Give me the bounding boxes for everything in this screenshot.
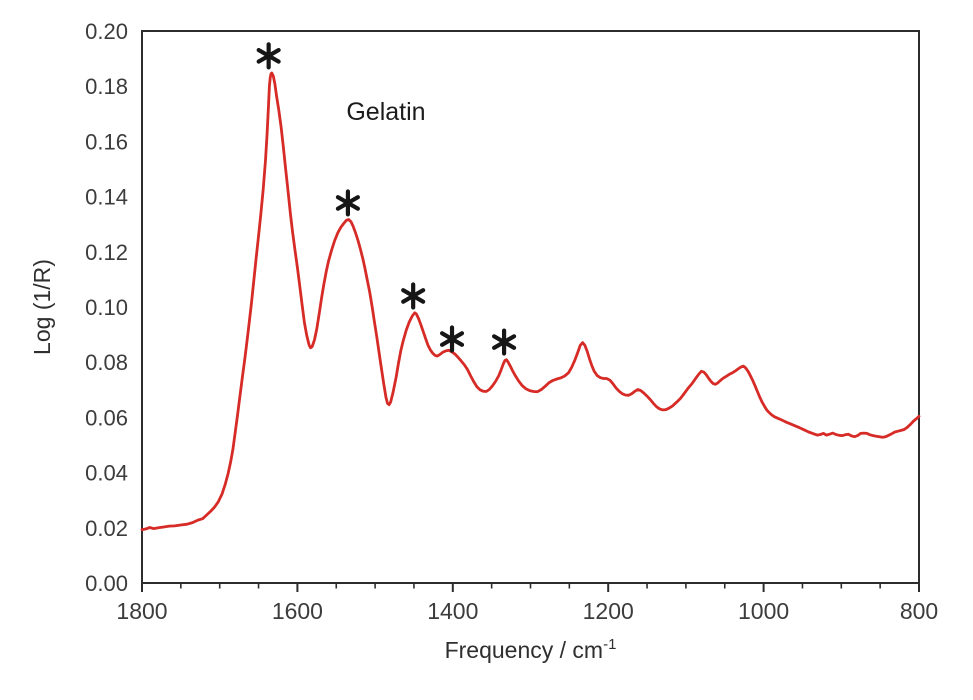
x-axis-tick-labels: 1800 1600 1400 1200 1000 800 (116, 598, 938, 624)
y-tick-label: 0.10 (85, 295, 128, 320)
x-tick-label: 800 (900, 598, 938, 624)
series-label: Gelatin (346, 98, 425, 126)
peak-asterisk-marker (335, 195, 360, 211)
y-tick-label: 0.06 (85, 405, 128, 430)
x-tick-label: 1400 (427, 598, 478, 624)
peak-asterisk-marker (401, 288, 426, 304)
y-tick-label: 0.04 (85, 461, 128, 486)
x-tick-label: 1600 (272, 598, 323, 624)
peak-markers (256, 42, 517, 356)
y-axis-tick-labels: 0.20 0.18 0.16 0.14 0.12 0.10 0.08 0.06 0.04 0.02… (85, 19, 128, 596)
y-tick-label: 0.16 (85, 129, 128, 154)
y-tick-label: 0.14 (85, 185, 128, 210)
x-axis-title-base: Frequency / cm (445, 637, 604, 663)
peak-asterisk-marker (256, 47, 281, 64)
y-tick-label: 0.18 (85, 74, 128, 99)
y-tick-label: 0.00 (85, 571, 128, 596)
x-axis-title-superscript: -1 (603, 636, 616, 653)
plot-border (141, 30, 920, 584)
y-axis-title: Log (1/R) (29, 259, 55, 355)
x-axis-ticks (141, 583, 920, 592)
y-tick-label: 0.20 (85, 19, 128, 44)
peak-asterisk-marker (492, 334, 517, 350)
y-tick-label: 0.02 (85, 516, 128, 541)
x-tick-label: 1000 (738, 598, 789, 624)
y-tick-label: 0.12 (85, 240, 128, 265)
x-axis-title: Frequency / cm-1 (445, 636, 617, 663)
x-tick-label: 1800 (116, 598, 167, 624)
y-tick-label: 0.08 (85, 350, 128, 375)
spectrum-curve (140, 71, 921, 532)
x-tick-label: 1200 (583, 598, 634, 624)
peak-asterisk-marker (439, 331, 465, 347)
